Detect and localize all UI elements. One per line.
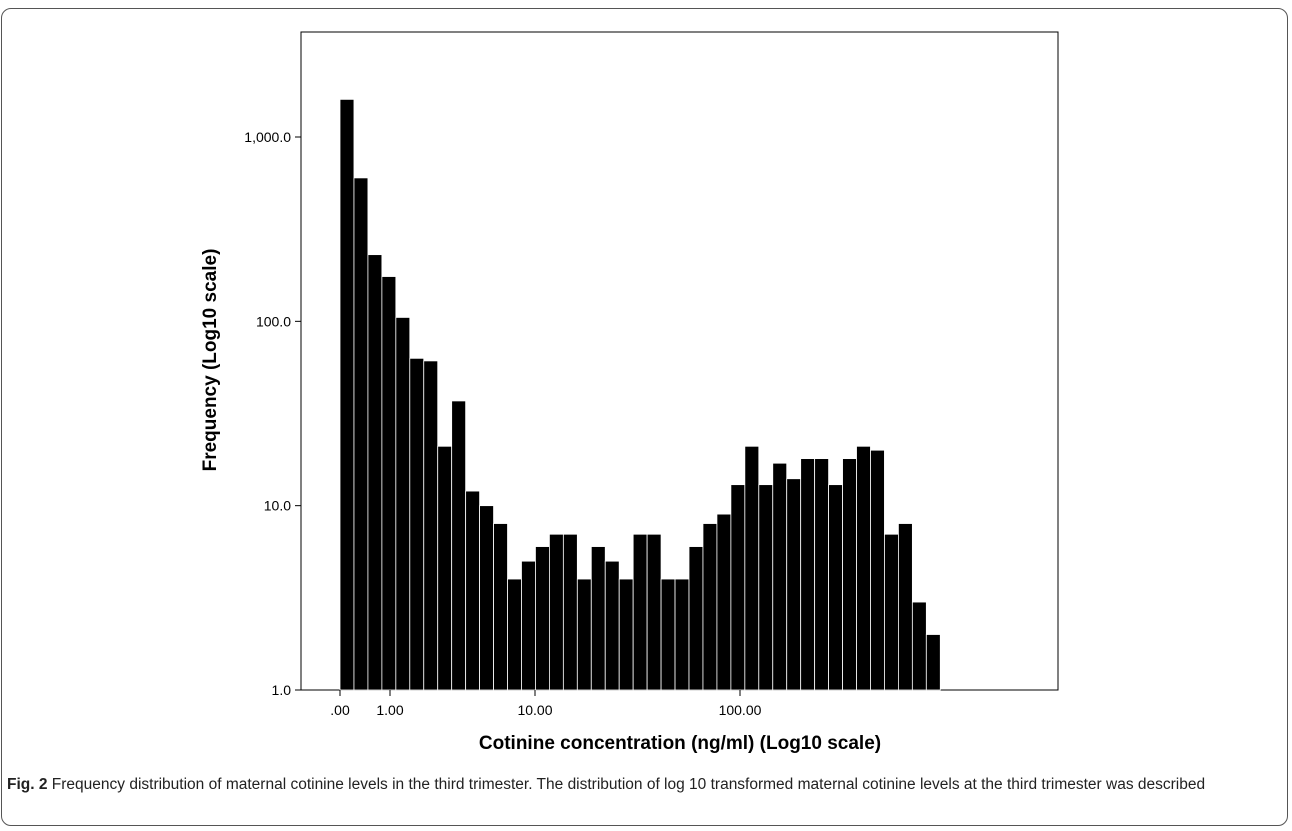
y-tick-label: 10.0 [264,498,291,514]
histogram-bar [493,523,508,691]
figure-caption: Fig. 2 Frequency distribution of materna… [7,774,1283,796]
histogram-bar [870,449,885,691]
y-tick-label: 100.0 [256,313,291,329]
y-tick-label: 1,000.0 [244,129,291,145]
histogram-bar [716,513,732,691]
y-axis-title: Frequency (Log10 scale) [200,249,221,472]
histogram-bar [381,276,397,691]
histogram-bar [451,400,467,691]
histogram-bars [339,98,941,691]
histogram-bar [632,533,648,691]
y-tick-label: 1.0 [272,682,292,698]
histogram-bar [409,357,425,691]
x-tick-label: .00 [330,702,350,718]
histogram-bar [479,505,494,691]
histogram-bar [688,546,704,691]
histogram-bar [646,533,662,691]
histogram-bar [507,578,522,691]
histogram-bar [465,490,481,691]
histogram-bar [925,634,941,691]
histogram-bar [814,458,830,691]
histogram-bar [353,177,369,691]
histogram-bar [660,578,676,691]
histogram-bar [367,254,383,691]
histogram-bar [702,523,718,691]
x-axis: .00 1.00 10.00 100.00 [330,690,762,718]
histogram-bar [786,478,802,691]
histogram-bar [604,560,620,691]
histogram-bar [339,98,355,691]
histogram-bar [911,601,927,691]
x-tick-label: 100.00 [719,702,762,718]
histogram-bar [562,533,578,691]
figure-label: Fig. 2 [7,776,48,793]
histogram-bar [618,578,634,691]
histogram-bar [856,445,871,691]
x-axis-title: Cotinine concentration (ng/ml) (Log10 sc… [479,733,881,754]
histogram-bar [437,445,453,691]
histogram-bar [884,533,899,691]
figure-frame [1,8,1288,826]
histogram-bar [395,317,411,691]
histogram-bar [730,484,746,691]
histogram-bar [535,546,550,691]
histogram-bar [800,458,816,691]
histogram-chart: 1.0 10.0 100.0 1,000.0 .00 1.00 10.00 100.00 C… [200,31,1059,754]
histogram-bar [423,360,439,691]
histogram-bar [674,578,690,691]
x-tick-label: 1.00 [376,702,403,718]
histogram-bar [772,462,788,691]
histogram-bar [828,484,843,691]
x-tick-label: 10.00 [517,702,552,718]
histogram-bar [549,533,564,691]
figure-caption-text: Frequency distribution of maternal cotin… [51,776,1206,793]
histogram-bar [898,523,913,691]
histogram-bar [521,560,536,691]
histogram-bar [744,445,760,691]
histogram-bar [576,578,592,691]
histogram-bar [758,484,774,691]
histogram-bar [590,546,606,691]
histogram-bar [842,458,857,691]
y-axis: 1.0 10.0 100.0 1,000.0 [244,129,301,698]
